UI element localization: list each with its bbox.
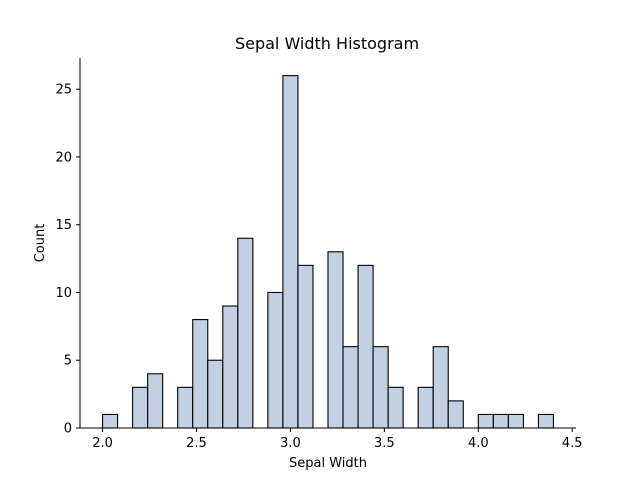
x-tick-label: 4.5 bbox=[562, 436, 583, 451]
y-tick-label: 15 bbox=[55, 218, 72, 233]
histogram-bar bbox=[207, 359, 224, 429]
x-tick-label: 2.5 bbox=[186, 436, 207, 451]
y-tick-label: 5 bbox=[64, 354, 72, 369]
histogram-bar bbox=[447, 400, 464, 429]
y-tick-label: 0 bbox=[64, 422, 72, 437]
histogram-bar bbox=[342, 346, 359, 429]
histogram-bar bbox=[357, 264, 374, 429]
histogram-bar bbox=[507, 413, 524, 429]
chart-title: Sepal Width Histogram bbox=[235, 34, 419, 53]
histogram-bar bbox=[327, 251, 344, 429]
y-tick-label: 25 bbox=[55, 83, 72, 98]
histogram-bar bbox=[297, 264, 314, 429]
histogram-bar bbox=[267, 291, 284, 429]
x-tick-label: 2.0 bbox=[92, 436, 113, 451]
bars-group bbox=[102, 75, 554, 429]
histogram-bar bbox=[192, 319, 209, 429]
x-tick-label: 3.5 bbox=[374, 436, 395, 451]
x-tick-label: 4.0 bbox=[468, 436, 489, 451]
histogram-bar bbox=[237, 237, 254, 429]
x-axis-ticks: 2.0 2.5 3.0 3.5 4.0 4.5 bbox=[92, 428, 583, 451]
y-tick-label: 20 bbox=[55, 150, 72, 165]
histogram-bar bbox=[282, 75, 299, 429]
histogram-bar bbox=[432, 346, 449, 429]
histogram-bar bbox=[147, 373, 164, 429]
histogram-bar bbox=[102, 413, 119, 429]
x-axis-label: Sepal Width bbox=[289, 456, 367, 471]
histogram-bar bbox=[132, 386, 149, 429]
histogram-bar bbox=[177, 386, 194, 429]
y-axis-ticks: 0 5 10 15 20 25 bbox=[55, 83, 80, 437]
histogram-bar bbox=[492, 413, 509, 429]
histogram-bar bbox=[537, 413, 554, 429]
histogram-bar bbox=[387, 386, 404, 429]
y-axis-label: Count bbox=[33, 224, 48, 263]
histogram-bar bbox=[372, 346, 389, 429]
histogram-bar bbox=[417, 386, 434, 429]
x-tick-label: 3.0 bbox=[280, 436, 301, 451]
y-tick-label: 10 bbox=[55, 286, 72, 301]
histogram-bar bbox=[477, 413, 494, 429]
histogram-bar bbox=[222, 305, 239, 429]
